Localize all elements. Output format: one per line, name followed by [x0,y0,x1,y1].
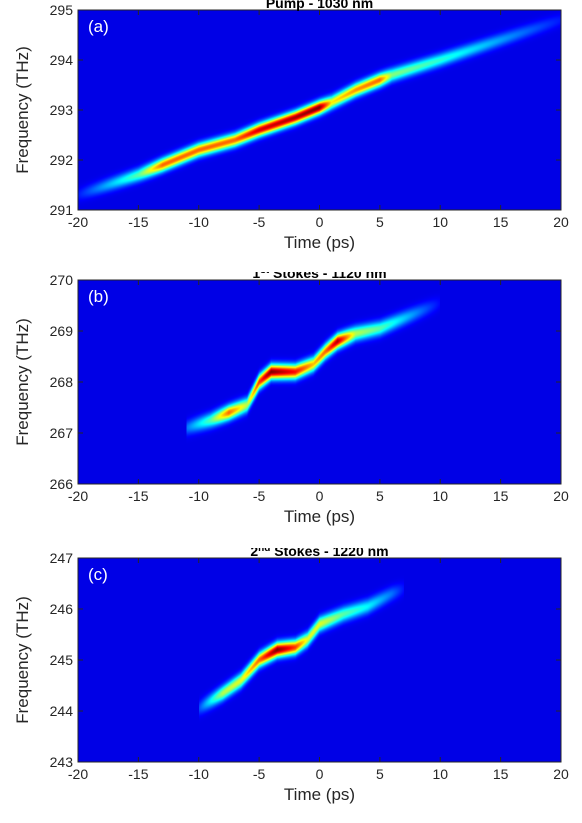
x-tick-label: 0 [316,766,324,782]
chart-c: -20 -15 -10 -5 0 5 10 15 20 243 244 245 246 247 2nd St… [13,548,569,804]
y-tick-label: 245 [50,652,74,668]
chart-title: 2nd Stokes - 1220 nm [250,548,388,559]
panel-c: -20 -15 -10 -5 0 5 10 15 20 243 244 245 246 247 2nd St… [0,548,582,823]
y-tick-label: 246 [50,601,74,617]
y-tick-label: 292 [50,152,74,168]
x-tick-label: -20 [68,488,88,504]
y-tick-label: 267 [50,425,74,441]
x-tick-label: 10 [432,766,448,782]
x-tick-label: 20 [553,214,569,230]
x-tick-label: -15 [128,488,148,504]
x-tick-label: 15 [493,214,509,230]
panel-b: -20 -15 -10 -5 0 5 10 15 20 266 267 268 269 270 1st St… [0,272,582,548]
chart-title: 1st Stokes - 1120 nm [252,272,386,281]
panel-label: (c) [88,565,108,584]
x-tick-label: -15 [128,214,148,230]
heatmap-image [78,280,561,484]
y-tick-label: 266 [50,476,74,492]
title-ordinal: 2 [250,548,258,559]
x-tick-label: -10 [189,488,209,504]
panel-label: (b) [88,287,109,306]
x-tick-label: -10 [189,766,209,782]
y-tick-label: 268 [50,374,74,390]
x-tick-label: 10 [432,214,448,230]
x-tick-label: 5 [376,766,384,782]
title-main: Stokes - 1120 nm [269,272,387,281]
x-tick-label: 5 [376,488,384,504]
y-axis-label: Frequency (THz) [13,596,32,724]
y-tick-label: 294 [50,52,74,68]
y-tick-label: 247 [50,550,74,566]
x-axis-label: Time (ps) [284,233,355,252]
x-tick-label: 0 [316,488,324,504]
x-tick-label: 20 [553,766,569,782]
x-axis-label: Time (ps) [284,785,355,804]
y-tick-label: 291 [50,202,74,218]
title-ordinal: 1 [252,272,260,281]
x-tick-label: -5 [253,766,266,782]
chart-a: -20 -15 -10 -5 0 5 10 15 20 291 292 293 294 295 Pump -… [13,0,569,252]
y-tick-label: 270 [50,272,74,288]
y-axis-label: Frequency (THz) [13,318,32,446]
y-tick-label: 243 [50,754,74,770]
y-tick-label: 293 [50,102,74,118]
x-tick-label: -20 [68,214,88,230]
x-tick-label: -5 [253,214,266,230]
title-main: Stokes - 1220 nm [270,548,388,559]
title-superscript: nd [258,548,270,554]
x-tick-label: -15 [128,766,148,782]
panel-label: (a) [88,17,109,36]
heatmap-image [78,558,561,762]
x-axis-label: Time (ps) [284,507,355,526]
x-tick-label: 15 [493,488,509,504]
chart-title: Pump - 1030 nm [266,0,373,11]
title-main: Pump - 1030 nm [266,0,373,11]
x-tick-label: 5 [376,214,384,230]
panel-a: -20 -15 -10 -5 0 5 10 15 20 291 292 293 294 295 Pump -… [0,0,582,272]
x-tick-label: -5 [253,488,266,504]
x-tick-label: 15 [493,766,509,782]
x-tick-label: 20 [553,488,569,504]
y-tick-label: 295 [50,2,74,18]
y-axis-label: Frequency (THz) [13,46,32,174]
x-tick-label: -10 [189,214,209,230]
title-superscript: st [260,272,270,276]
chart-b: -20 -15 -10 -5 0 5 10 15 20 266 267 268 269 270 1st St… [13,272,569,526]
heatmap-image [78,10,561,210]
y-tick-label: 244 [50,703,74,719]
x-tick-label: 0 [316,214,324,230]
x-tick-label: -20 [68,766,88,782]
x-tick-label: 10 [432,488,448,504]
y-tick-label: 269 [50,323,74,339]
